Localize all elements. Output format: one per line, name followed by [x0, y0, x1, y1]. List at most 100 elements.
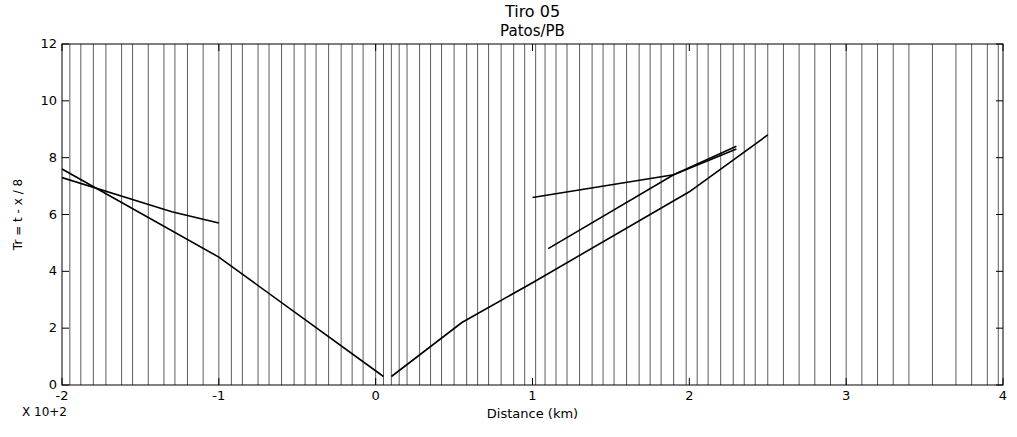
trace [908, 44, 909, 385]
trace [174, 44, 175, 385]
trace [814, 44, 815, 385]
trace [545, 44, 546, 385]
x-axis-title: Distance (km) [487, 406, 578, 421]
trace [733, 44, 734, 385]
y-tick-label: 0 [49, 377, 57, 392]
x-scale-label: X 10+2 [22, 405, 67, 419]
y-tick [62, 44, 69, 45]
y-tick [996, 271, 1003, 272]
trace [419, 44, 420, 385]
trace [218, 44, 219, 385]
trace [466, 44, 467, 385]
trace [932, 44, 933, 385]
x-tick [532, 44, 533, 51]
trace [614, 44, 615, 385]
y-tick [996, 214, 1003, 215]
plot-data [62, 44, 998, 385]
trace [639, 44, 640, 385]
trace [720, 44, 721, 385]
trace [203, 44, 204, 385]
title: Tiro 05 [504, 2, 560, 21]
frame [62, 44, 1003, 385]
trace [187, 44, 188, 385]
trace [708, 44, 709, 385]
trace [535, 44, 536, 385]
trace [799, 44, 800, 385]
trace [375, 44, 376, 385]
chart: Tiro 05Patos/PB-2-101234024681012X 10+2D… [0, 0, 1017, 437]
x-tick [532, 378, 533, 385]
y-tick-label: 2 [49, 320, 57, 335]
y-tick [62, 100, 69, 101]
trace [579, 44, 580, 385]
trace [391, 44, 392, 385]
trace [363, 44, 364, 385]
phase-pick [548, 149, 736, 249]
y-tick [62, 328, 69, 329]
y-tick [62, 271, 69, 272]
trace [861, 44, 862, 385]
trace [132, 44, 133, 385]
phase-pick [62, 178, 219, 223]
x-tick [62, 44, 63, 51]
trace [383, 44, 384, 385]
trace [767, 44, 768, 385]
trace [524, 44, 525, 385]
y-tick [62, 214, 69, 215]
phase-pick [533, 146, 737, 197]
y-tick [62, 385, 69, 386]
trace [105, 44, 106, 385]
trace [783, 44, 784, 385]
trace [830, 44, 831, 385]
y-tick [996, 385, 1003, 386]
trace [592, 44, 593, 385]
trace [626, 44, 627, 385]
trace [454, 44, 455, 385]
trace [407, 44, 408, 385]
trace [987, 44, 988, 385]
trace [242, 44, 243, 385]
phase-pick [62, 169, 384, 377]
x-tick [62, 378, 63, 385]
trace [877, 44, 878, 385]
trace [352, 44, 353, 385]
trace [744, 44, 745, 385]
x-tick [375, 378, 376, 385]
y-tick [996, 44, 1003, 45]
trace [305, 44, 306, 385]
trace [341, 44, 342, 385]
subtitle: Patos/PB [500, 22, 565, 40]
trace [661, 44, 662, 385]
x-tick-label: 3 [842, 388, 850, 403]
trace [477, 44, 478, 385]
trace [893, 44, 894, 385]
trace [955, 44, 956, 385]
trace [513, 44, 514, 385]
x-tick [1003, 44, 1004, 51]
x-tick-label: 4 [999, 388, 1007, 403]
y-tick [996, 100, 1003, 101]
trace [69, 44, 70, 385]
trace [93, 44, 94, 385]
trace [846, 44, 847, 385]
trace [281, 44, 282, 385]
trace [567, 44, 568, 385]
trace [673, 44, 674, 385]
x-tick-label: 1 [528, 388, 536, 403]
trace [121, 44, 122, 385]
x-tick [375, 44, 376, 51]
trace [148, 44, 149, 385]
x-tick [689, 44, 690, 51]
trace [971, 44, 972, 385]
trace [603, 44, 604, 385]
trace [488, 44, 489, 385]
x-tick [689, 378, 690, 385]
trace [441, 44, 442, 385]
x-tick [218, 44, 219, 51]
x-tick-label: -1 [212, 388, 225, 403]
x-tick [1003, 378, 1004, 385]
trace [258, 44, 259, 385]
y-tick-label: 10 [40, 93, 57, 108]
y-tick-label: 12 [40, 36, 57, 51]
x-tick-label: -2 [56, 388, 69, 403]
